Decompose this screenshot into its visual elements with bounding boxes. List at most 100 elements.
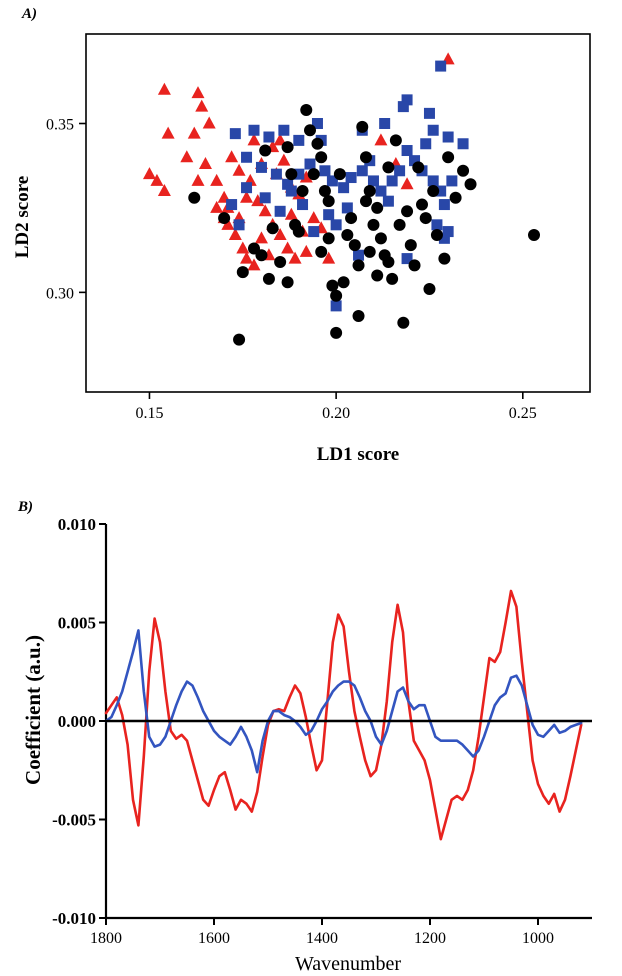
circle-point [389, 134, 402, 147]
circle-point [296, 185, 309, 198]
x-tick-label: 0.25 [509, 405, 537, 422]
y-axis-title: LD2 score [12, 176, 33, 259]
circle-point [382, 255, 395, 268]
circle-point [438, 252, 451, 265]
square-point [435, 185, 447, 197]
circle-point [449, 191, 462, 204]
red-series-line [104, 589, 583, 841]
y-tick-label: -0.010 [52, 909, 96, 928]
triangle-point [258, 204, 272, 217]
square-point [435, 60, 447, 72]
triangle-point [225, 150, 239, 163]
circle-point [281, 276, 294, 289]
scatter-axis-ticks: 0.15 0.20 0.25 0.30 0.35 [46, 117, 537, 423]
triangle-point [142, 167, 156, 180]
triangle-point [374, 133, 388, 146]
circle-point [266, 222, 279, 235]
square-point [323, 209, 335, 221]
triangle-point [221, 217, 235, 230]
circle-point [442, 151, 455, 164]
x-axis-title: LD1 score [317, 444, 400, 465]
square-point [241, 151, 253, 163]
circle-point [311, 137, 324, 150]
circle-point [374, 232, 387, 245]
square-point [431, 219, 443, 231]
triangle-point [187, 126, 201, 139]
triangle-point [157, 184, 171, 197]
triangle-point [400, 177, 414, 190]
y-tick-label: 0.35 [46, 117, 74, 134]
square-point [446, 175, 458, 187]
circle-point [255, 249, 268, 262]
circle-point [363, 185, 376, 198]
square-point [382, 195, 394, 207]
circle-point [330, 289, 343, 302]
circle-point [218, 212, 231, 225]
scatter-plot-frame [85, 33, 591, 393]
circle-point [345, 212, 358, 225]
circle-point [274, 255, 287, 268]
triangle-point [273, 133, 287, 146]
circle-point [360, 195, 372, 208]
circle-point [188, 191, 201, 204]
square-point [248, 124, 260, 136]
square-point [386, 175, 398, 187]
circle-point [430, 228, 443, 241]
circle-point [292, 225, 305, 238]
square-point [233, 219, 245, 231]
circle-point [315, 151, 328, 164]
square-point [226, 199, 238, 211]
circle-point [322, 232, 335, 245]
line-panel: B) 0.010 0.005 0.000 -0.005 -0.010 1800 1600 14… [17, 499, 592, 975]
square-point [353, 249, 365, 261]
square-point [255, 161, 267, 173]
x-axis-title: Wavenumber [295, 953, 401, 975]
square-point [394, 165, 406, 177]
circle-point [315, 245, 328, 258]
square-point [308, 226, 320, 238]
square-point [345, 172, 357, 184]
circle-point [386, 272, 399, 285]
circle-point [412, 161, 425, 174]
square-point [356, 165, 368, 177]
circle-point [371, 269, 384, 282]
scatter-panel: A) 0.15 0.20 0.25 0.30 0.35 LD1 score LD2 sc… [12, 6, 591, 465]
circle-point [304, 124, 316, 137]
triangle-point [191, 173, 205, 186]
triangle-point [254, 231, 268, 244]
triangle-point [240, 251, 254, 264]
square-point [427, 175, 439, 187]
circle-point [341, 228, 354, 241]
square-point [442, 226, 454, 238]
square-point [282, 178, 294, 190]
circle-point [307, 168, 320, 181]
triangle-point [232, 163, 246, 176]
circle-point [259, 144, 272, 157]
triangle-point [281, 241, 295, 254]
square-point [326, 175, 338, 187]
square-point [319, 165, 331, 177]
triangle-point [202, 116, 216, 129]
y-tick-label: 0.000 [58, 712, 96, 731]
square-point [401, 253, 413, 265]
circle-point [281, 141, 294, 154]
square-point [259, 192, 271, 204]
x-tick-label: 1400 [306, 930, 338, 947]
square-point [401, 145, 413, 157]
square-point [375, 185, 387, 197]
circle-point [416, 198, 428, 211]
circle-point [233, 333, 246, 346]
triangle-point [288, 251, 302, 264]
square-point [401, 94, 413, 106]
square-point [311, 118, 323, 129]
triangle-point [180, 150, 194, 163]
triangle-point [299, 244, 313, 257]
triangle-point [195, 99, 209, 112]
triangle-point [210, 173, 224, 186]
square-point [274, 205, 286, 217]
triangle-point [247, 133, 261, 146]
square-point [297, 199, 309, 211]
square-point [330, 300, 342, 312]
square-point [304, 158, 316, 170]
triangle-point [273, 227, 287, 240]
